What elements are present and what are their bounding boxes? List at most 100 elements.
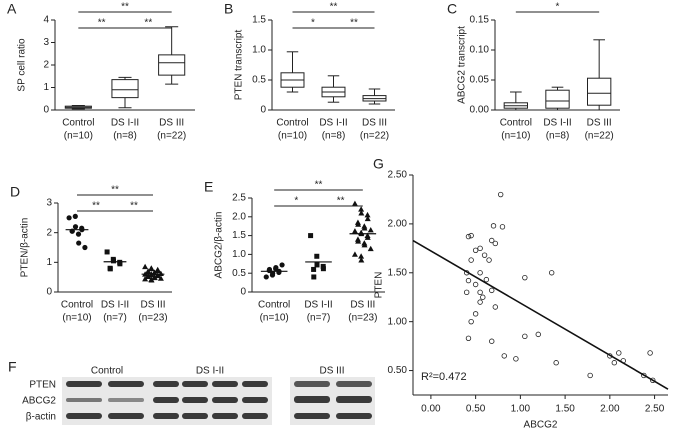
point — [351, 251, 358, 257]
point — [358, 253, 365, 259]
point — [104, 249, 110, 255]
point — [148, 265, 155, 272]
point — [641, 372, 647, 379]
x-tick-label: DS III — [587, 118, 612, 129]
point — [145, 268, 152, 275]
point — [489, 338, 495, 344]
y-tick-label: 0 — [46, 287, 52, 298]
point — [647, 350, 653, 356]
x-tick-label: Control — [258, 300, 290, 311]
panel-letter: A — [7, 1, 17, 17]
blot-row: PTEN — [29, 380, 56, 391]
y-tick-label: 0 — [260, 105, 266, 116]
point — [358, 257, 365, 263]
y-tick-label: 0.05 — [470, 75, 490, 86]
x-tick-label: Control — [500, 118, 532, 129]
point — [553, 360, 559, 366]
n-label: (n=7) — [307, 313, 331, 324]
point — [151, 274, 158, 281]
y-tick-label: 1.5 — [252, 15, 266, 26]
point — [273, 264, 279, 271]
point — [477, 270, 483, 276]
x-tick-label: DS I-II — [111, 118, 139, 129]
x-axis-label: ABCG2 — [524, 420, 558, 431]
y-axis-label: SP cell ratio — [17, 38, 28, 92]
x-tick-label: Control — [276, 118, 308, 129]
n-label: (n=8) — [546, 131, 570, 142]
point — [465, 335, 472, 341]
y-tick-label: 1.00 — [388, 316, 408, 327]
point — [154, 272, 161, 279]
significance-label: ** — [350, 18, 358, 29]
panel-letter: D — [10, 184, 20, 200]
panel-letter: C — [447, 1, 457, 17]
blot-group: DS III — [319, 366, 344, 377]
point — [490, 223, 497, 229]
point — [587, 372, 593, 379]
point — [481, 252, 488, 258]
y-axis-label: PTEN transcript — [234, 29, 245, 100]
point — [492, 304, 499, 310]
significance-label: ** — [92, 201, 100, 212]
y-tick-label: 0.15 — [470, 15, 490, 26]
y-tick-label: 1 — [46, 257, 52, 268]
x-tick-label: 1.50 — [555, 404, 575, 415]
significance-label: ** — [98, 18, 106, 29]
n-label: (n=10) — [62, 313, 91, 324]
point — [472, 247, 479, 253]
panel-letter: E — [204, 179, 213, 195]
significance-label: ** — [144, 18, 152, 29]
point — [477, 245, 483, 252]
point — [492, 240, 499, 247]
x-tick-label: Control — [62, 118, 94, 129]
point — [499, 224, 506, 230]
panel-letter: F — [8, 359, 17, 375]
y-tick-label: 1.0 — [252, 45, 266, 56]
bands — [66, 381, 372, 419]
point — [142, 275, 149, 282]
point — [145, 273, 152, 279]
point — [472, 311, 479, 317]
point — [76, 240, 82, 246]
point — [364, 234, 371, 240]
point — [367, 226, 374, 233]
point — [522, 333, 528, 340]
y-tick-label: 0 — [240, 287, 246, 298]
point — [351, 228, 358, 234]
n-label: (n=10) — [278, 131, 307, 142]
point — [320, 266, 326, 272]
point — [154, 267, 161, 274]
x-tick-label: DS III — [159, 118, 184, 129]
point — [358, 206, 365, 212]
x-tick-label: 2.50 — [645, 404, 665, 415]
y-tick-label: 0 — [43, 105, 49, 116]
point — [513, 356, 519, 362]
n-label: (n=10) — [64, 131, 93, 142]
point — [308, 233, 314, 239]
point — [314, 262, 320, 268]
y-tick-label: 3 — [46, 198, 52, 209]
point — [489, 287, 495, 294]
point — [82, 244, 88, 251]
point — [66, 215, 72, 221]
point — [465, 277, 472, 284]
point — [358, 210, 365, 216]
y-tick-label: 1 — [43, 82, 49, 93]
blot-group: Control — [91, 366, 123, 377]
y-tick-label: 2.50 — [388, 170, 408, 181]
n-label: (n=22) — [585, 131, 614, 142]
significance-label: ** — [111, 185, 119, 196]
y-tick-label: 0.5 — [252, 75, 266, 86]
panel-letter: B — [224, 1, 233, 17]
fit-line — [412, 239, 669, 390]
x-tick-label: DS I-II — [304, 300, 332, 311]
y-axis-label: PTEN/β-actin — [20, 218, 31, 278]
point — [650, 377, 656, 384]
point — [611, 360, 618, 366]
point — [355, 238, 362, 244]
n-label: (n=23) — [138, 313, 167, 324]
y-tick-label: 2.0 — [232, 211, 246, 222]
blot-row: ABCG2 — [22, 396, 56, 407]
point — [107, 266, 113, 272]
blot-row: β-actin — [26, 412, 56, 423]
